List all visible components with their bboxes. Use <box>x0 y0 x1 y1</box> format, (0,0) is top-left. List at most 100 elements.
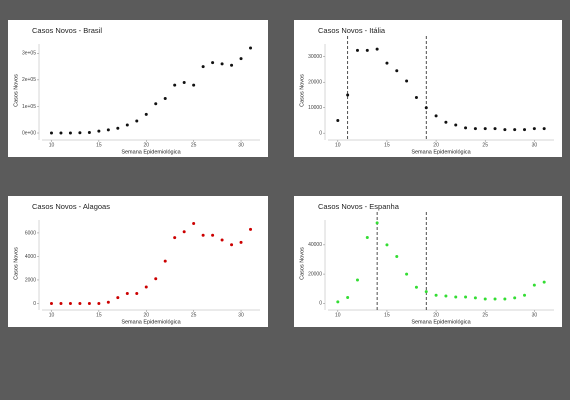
y-tick-label: 0 <box>319 301 322 307</box>
point <box>355 48 359 52</box>
point <box>542 280 546 284</box>
point <box>78 301 82 305</box>
point <box>375 47 379 51</box>
point <box>424 106 428 110</box>
panel <box>8 196 268 327</box>
y-tick-label: 3e+05 <box>22 51 36 57</box>
y-tick-label: 2e+05 <box>22 77 36 83</box>
x-tick-label: 30 <box>532 312 538 318</box>
point <box>230 63 234 67</box>
x-tick-label: 10 <box>49 142 55 148</box>
chart-title: Casos Novos - Alagoas <box>32 202 110 211</box>
point <box>395 255 399 259</box>
point <box>336 118 340 122</box>
x-tick-label: 10 <box>49 312 55 318</box>
point <box>473 127 477 131</box>
point <box>532 283 536 287</box>
point <box>116 296 120 300</box>
x-axis-title: Semana Epidemiológica <box>411 149 471 155</box>
point <box>405 272 409 276</box>
point <box>464 295 468 299</box>
point <box>444 294 448 298</box>
point <box>192 83 196 87</box>
point <box>454 123 458 127</box>
point <box>414 96 418 100</box>
point <box>249 227 253 231</box>
point <box>106 128 110 132</box>
point <box>59 301 63 305</box>
point <box>473 296 477 300</box>
point <box>135 119 139 123</box>
point <box>365 236 369 240</box>
point <box>211 61 215 65</box>
point <box>493 297 497 301</box>
point <box>434 293 438 297</box>
x-tick-label: 20 <box>433 312 439 318</box>
point <box>483 297 487 301</box>
point <box>125 123 129 127</box>
y-axis-title: Casos Novos <box>13 74 19 107</box>
y-tick-label: 0 <box>33 301 36 307</box>
point <box>59 131 63 135</box>
point <box>116 126 120 130</box>
point <box>87 301 91 305</box>
point <box>144 285 148 289</box>
point <box>365 48 369 52</box>
x-tick-label: 25 <box>482 312 488 318</box>
y-tick-label: 1e+05 <box>22 104 36 110</box>
x-tick-label: 30 <box>238 312 244 318</box>
point <box>201 65 205 69</box>
point <box>97 129 101 133</box>
point <box>49 301 53 305</box>
x-tick-label: 25 <box>191 312 197 318</box>
point <box>211 233 215 237</box>
y-tick-label: 20000 <box>308 271 322 277</box>
x-tick-label: 20 <box>143 312 149 318</box>
y-axis-title: Casos Novos <box>13 247 19 280</box>
point <box>239 240 243 244</box>
point <box>106 300 110 304</box>
point <box>97 301 101 305</box>
point <box>125 291 129 295</box>
chart-title: Casos Novos - Espanha <box>318 202 400 211</box>
point <box>154 102 158 106</box>
point <box>182 230 186 234</box>
y-tick-label: 2000 <box>25 277 36 283</box>
y-tick-label: 4000 <box>25 254 36 260</box>
point <box>201 233 205 237</box>
point <box>163 259 167 263</box>
point <box>523 128 527 132</box>
point <box>542 127 546 131</box>
x-tick-label: 30 <box>532 142 538 148</box>
point <box>503 297 507 301</box>
x-tick-label: 15 <box>96 142 102 148</box>
y-tick-label: 20000 <box>308 80 322 86</box>
point <box>336 300 340 304</box>
point <box>239 57 243 61</box>
point <box>173 83 177 87</box>
y-axis-title: Casos Novos <box>299 74 305 107</box>
point <box>135 291 139 295</box>
point <box>424 290 428 294</box>
point <box>375 221 379 225</box>
point <box>68 301 72 305</box>
y-axis-title: Casos Novos <box>299 247 305 280</box>
point <box>220 62 224 66</box>
point <box>513 128 517 132</box>
point <box>523 293 527 297</box>
point <box>68 131 72 135</box>
point <box>182 81 186 85</box>
x-tick-label: 25 <box>482 142 488 148</box>
panel <box>294 20 562 157</box>
point <box>405 79 409 83</box>
x-tick-label: 30 <box>238 142 244 148</box>
x-axis-title: Semana Epidemiológica <box>121 319 181 325</box>
x-axis-title: Semana Epidemiológica <box>121 149 181 155</box>
point <box>454 295 458 299</box>
y-tick-label: 0 <box>319 131 322 137</box>
x-tick-label: 15 <box>384 142 390 148</box>
y-tick-label: 6000 <box>25 230 36 236</box>
point <box>220 238 224 242</box>
point <box>444 120 448 124</box>
